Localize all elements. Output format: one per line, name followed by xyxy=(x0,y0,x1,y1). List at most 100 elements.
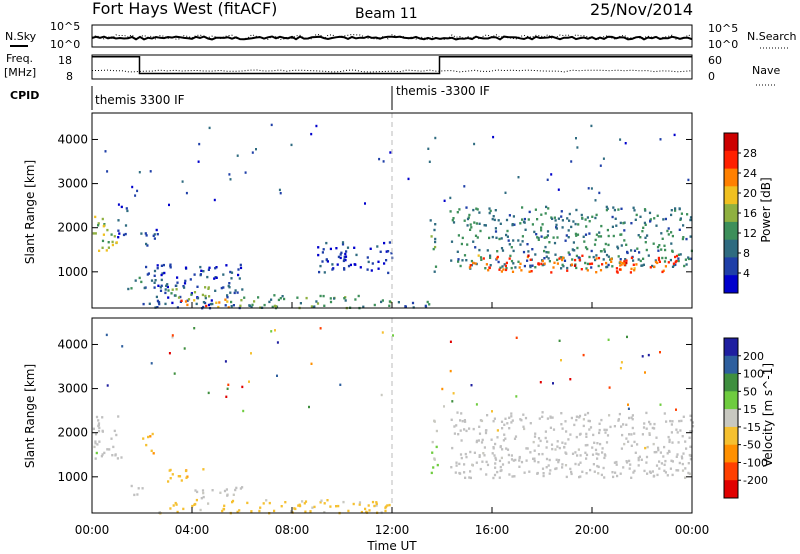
power-cell xyxy=(366,256,369,259)
power-cell xyxy=(517,260,520,263)
power-cell xyxy=(670,213,673,217)
velocity-cell xyxy=(194,489,197,492)
power-cell xyxy=(664,256,667,260)
power-cell xyxy=(662,269,665,272)
power-cell xyxy=(508,257,511,260)
velocity-cell xyxy=(225,395,228,398)
velocity-cell xyxy=(541,452,544,456)
velocity-cell xyxy=(94,440,97,443)
noise-sky-label: N.Sky xyxy=(5,30,37,43)
power-cell xyxy=(541,223,544,226)
velocity-cell xyxy=(494,458,498,461)
velocity-cell xyxy=(236,510,239,514)
power-cell xyxy=(230,305,233,308)
power-cell xyxy=(253,300,256,303)
power-cell xyxy=(124,232,127,236)
velocity-cell xyxy=(510,415,513,418)
velocity-cell xyxy=(677,441,680,444)
power-cell xyxy=(325,258,328,261)
power-cell xyxy=(468,266,471,269)
power-cell xyxy=(484,224,487,227)
power-cell xyxy=(461,259,464,262)
velocity-cell xyxy=(667,435,670,439)
velocity-cell xyxy=(689,414,692,417)
power-cell xyxy=(623,229,626,232)
velocity-cell xyxy=(561,441,564,444)
beam-label: Beam 11 xyxy=(355,6,418,22)
power-cell xyxy=(574,232,577,236)
power-cell xyxy=(504,264,507,268)
velocity-cell xyxy=(578,416,581,419)
power-cell xyxy=(117,236,120,239)
velocity-cell xyxy=(558,339,561,342)
velocity-cell xyxy=(151,432,154,436)
power-cell xyxy=(652,242,655,245)
power-cell xyxy=(207,287,210,290)
velocity-cell xyxy=(619,367,622,370)
power-cell xyxy=(502,268,505,271)
velocity-cell xyxy=(659,451,662,454)
velocity-cell xyxy=(242,409,245,413)
power-cell xyxy=(469,223,472,226)
velocity-cell xyxy=(259,506,262,509)
velocity-cell xyxy=(113,429,116,433)
velocity-cell xyxy=(552,428,556,431)
power-cell xyxy=(380,300,383,304)
velocity-cell xyxy=(180,479,183,482)
power-cell xyxy=(190,293,193,296)
freq-panel-frame xyxy=(91,54,693,80)
noise-right-tick-bottom: 10^0 xyxy=(708,38,738,51)
power-cell xyxy=(550,216,553,219)
velocity-cell xyxy=(651,470,654,473)
velocity-cell xyxy=(569,433,572,436)
power-cell xyxy=(658,260,661,263)
power-cell xyxy=(590,187,593,190)
velocity-cell xyxy=(680,455,683,458)
power-cell xyxy=(562,256,565,259)
power-cell xyxy=(196,285,199,288)
power-cell xyxy=(164,302,167,306)
power-cell xyxy=(605,265,608,269)
power-cell xyxy=(489,256,492,259)
power-cell xyxy=(208,126,211,130)
velocity-cell xyxy=(689,454,692,457)
power-cell xyxy=(505,233,508,237)
power-colorbar-tick-label: 24 xyxy=(743,167,757,180)
power-cell xyxy=(434,265,438,268)
power-colorbar-swatch xyxy=(724,150,738,170)
velocity-cell xyxy=(184,469,188,473)
velocity-cell xyxy=(561,427,564,430)
velocity-cell xyxy=(94,457,97,460)
power-cell xyxy=(623,260,626,263)
power-cell xyxy=(670,242,673,245)
velocity-cell xyxy=(582,418,585,421)
velocity-cell xyxy=(458,462,461,466)
velocity-cell xyxy=(653,451,656,454)
velocity-cell xyxy=(675,408,677,411)
power-cell xyxy=(228,286,231,289)
velocity-cell xyxy=(508,473,511,476)
power-cell xyxy=(158,302,161,306)
cpid-panel: CPID themis 3300 IF themis -3300 IF xyxy=(10,84,490,110)
velocity-cell xyxy=(114,453,117,456)
velocity-cell xyxy=(451,446,454,450)
velocity-cell xyxy=(486,463,490,467)
power-cell xyxy=(598,231,601,234)
power-cell xyxy=(625,261,628,265)
velocity-colorbar-swatch xyxy=(724,426,738,446)
power-cell xyxy=(176,281,179,284)
power-cell xyxy=(567,236,570,239)
power-cell xyxy=(674,209,677,212)
velocity-colorbar-tick-label: 15 xyxy=(743,403,757,416)
power-cell xyxy=(583,240,586,243)
power-cell xyxy=(503,263,506,266)
power-cell xyxy=(617,255,620,258)
velocity-cell xyxy=(577,448,580,451)
power-cell xyxy=(667,227,670,230)
power-cell xyxy=(499,222,502,225)
velocity-cell xyxy=(115,433,118,437)
power-cell xyxy=(102,225,105,228)
velocity-cell xyxy=(565,475,568,479)
power-cell xyxy=(623,263,626,267)
power-cell xyxy=(251,303,254,307)
